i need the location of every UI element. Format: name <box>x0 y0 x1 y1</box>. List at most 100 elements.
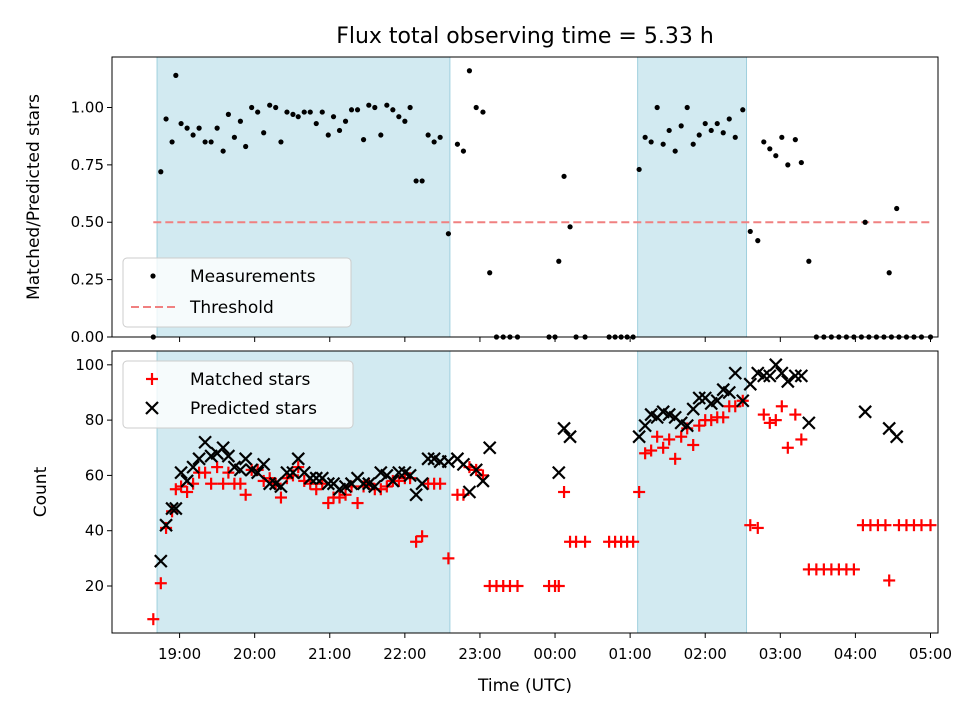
measurements-point <box>237 118 244 124</box>
measurements-point <box>354 107 361 113</box>
matched-stars-point <box>217 477 230 490</box>
legend-marker-measurements <box>150 273 156 279</box>
predicted-stars-point <box>180 474 194 488</box>
matched-stars-point <box>511 580 524 592</box>
matched-stars-point <box>239 488 252 501</box>
measurements-point <box>678 123 684 129</box>
predicted-stars-point <box>743 377 758 391</box>
measurements-point <box>708 127 714 134</box>
measurements-point <box>696 132 702 138</box>
matched-stars-point <box>392 474 405 487</box>
predicted-stars-point <box>735 393 750 408</box>
measurements-point <box>225 111 231 117</box>
predicted-stars-point <box>692 391 706 405</box>
measurements-point <box>384 102 390 108</box>
matched-stars-point <box>675 430 688 443</box>
measurements-point <box>747 228 753 235</box>
measurements-point <box>466 68 473 74</box>
matched-stars-point <box>199 466 212 479</box>
measurements-point <box>660 141 666 147</box>
matched-stars-point <box>687 439 700 451</box>
measurements-point <box>301 109 307 115</box>
measurements-point <box>648 139 654 145</box>
predicted-stars-point <box>557 421 571 436</box>
measurements-point <box>360 137 367 143</box>
measurements-point <box>163 116 169 122</box>
predicted-stars-point <box>552 465 566 480</box>
measurements-point <box>407 104 413 111</box>
measurements-point <box>785 162 791 168</box>
y-tick-label: 0.75 <box>71 156 104 174</box>
measurements-point <box>313 120 319 127</box>
matched-stars-point <box>234 477 247 490</box>
matched-stars-point <box>442 552 455 565</box>
y-tick-label: 80 <box>85 411 104 429</box>
predicted-stars-point <box>256 457 271 472</box>
measurements-point <box>431 139 437 145</box>
matched-stars-point <box>751 521 764 534</box>
predicted-stars-point <box>415 476 429 491</box>
measurements-point <box>487 270 493 276</box>
measurements-point <box>561 173 567 179</box>
measurements-point <box>348 107 355 113</box>
y-tick-label: 0.00 <box>71 328 104 346</box>
measurements-point <box>290 111 296 117</box>
measurements-point <box>273 104 279 111</box>
matched-stars-point <box>669 452 682 465</box>
measurements-point <box>480 109 486 115</box>
predicted-stars-point <box>368 479 382 494</box>
measurements-point <box>779 134 785 140</box>
measurements-point <box>556 258 562 264</box>
measurements-point <box>773 153 779 159</box>
predicted-stars-point <box>159 518 173 532</box>
measurements-point <box>798 159 804 166</box>
predicted-stars-point <box>291 452 306 466</box>
legend-label-matched: Matched stars <box>190 370 310 390</box>
x-tick-label: 21:00 <box>308 645 351 663</box>
matched-stars-point <box>181 486 194 498</box>
measurements-point <box>208 139 214 145</box>
predicted-stars-point <box>722 385 737 400</box>
matched-stars-point <box>651 430 664 443</box>
matched-stars-point <box>789 408 802 421</box>
predicted-stars-point <box>386 474 400 488</box>
legend-frame <box>122 257 352 328</box>
predicted-stars-point <box>441 454 456 469</box>
x-tick-label: 20:00 <box>233 645 276 663</box>
predicted-stars-point <box>216 440 230 455</box>
y-tick-label: 100 <box>75 356 104 374</box>
predicted-stars-point <box>781 374 795 389</box>
x-tick-label: 00:00 <box>533 645 576 663</box>
y-tick-label: 0.50 <box>71 213 104 231</box>
measurements-point <box>437 134 443 140</box>
matched-stars-point <box>757 408 770 421</box>
measurements-point <box>806 258 812 264</box>
matched-stars-point <box>883 574 896 587</box>
bottom-panel-data <box>147 358 937 626</box>
measurements-point <box>231 134 237 140</box>
matched-stars-point <box>744 519 757 532</box>
matched-stars-point <box>552 580 565 592</box>
measurements-point <box>249 104 255 111</box>
x-tick-label: 19:00 <box>158 645 201 663</box>
matched-stars-point <box>169 483 182 496</box>
predicted-stars-point <box>757 369 771 383</box>
measurements-point <box>732 134 738 140</box>
measurements-point <box>642 134 648 140</box>
measurements-point <box>196 125 202 131</box>
matched-stars-point <box>351 497 364 510</box>
chart-title: Flux total observing time = 5.33 h <box>336 24 714 49</box>
measurements-point <box>342 118 349 124</box>
measurements-point <box>184 125 190 131</box>
y-tick-label: 20 <box>85 577 104 595</box>
predicted-stars-point <box>769 358 783 372</box>
predicted-stars-point <box>889 429 904 444</box>
predicted-stars-point <box>356 476 371 491</box>
matched-stars-point <box>310 483 323 496</box>
measurements-point <box>425 132 431 138</box>
x-tick-label: 03:00 <box>759 645 802 663</box>
measurements-point <box>267 102 273 108</box>
matched-stars-point <box>663 433 676 446</box>
measurements-point <box>454 141 461 147</box>
